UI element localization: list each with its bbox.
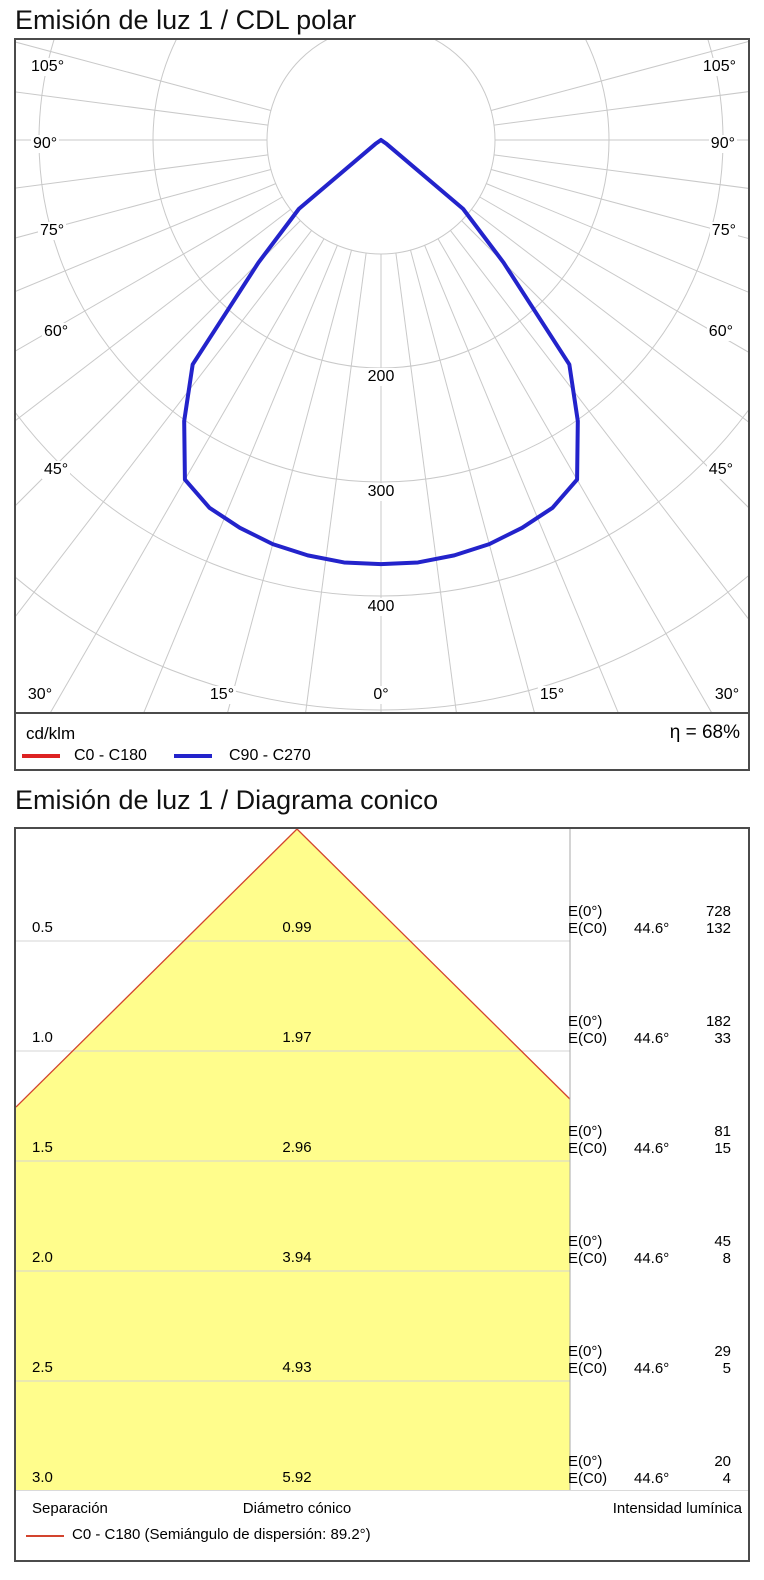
legend-label-c0-c180: C0 - C180 bbox=[74, 747, 147, 764]
ec0-label-2: E(C0) bbox=[568, 1140, 608, 1157]
photometric-report-page: { "page": { "polar_title": "Emisión de l… bbox=[0, 5, 764, 1580]
polar-angle-label-left-105°: 105° bbox=[29, 58, 67, 76]
cone-diameter-value-3: 3.94 bbox=[282, 1249, 312, 1266]
ec0-angle-3: 44.6° bbox=[634, 1250, 670, 1267]
polar-ring-label-300: 300 bbox=[364, 483, 398, 501]
polar-plot-area: 200 300 400 105° 105° 90° 90° 75° 75° 60° 60° 45° 45… bbox=[16, 40, 748, 714]
polar-chart: 200 300 400 105° 105° 90° 90° 75° 75° 60° 60° 45° 45… bbox=[14, 38, 750, 771]
e0-value-1: 182 bbox=[705, 1013, 731, 1030]
ec0-angle-5: 44.6° bbox=[634, 1470, 670, 1487]
polar-grid-and-curves bbox=[16, 40, 748, 712]
polar-angle-label-bottom-4: 30° bbox=[712, 686, 742, 704]
legend-line-c0-c180 bbox=[22, 754, 60, 758]
polar-efficiency-label: η = 68% bbox=[669, 722, 740, 743]
polar-angle-label-left-75°: 75° bbox=[38, 222, 67, 240]
polar-angle-label-right-105°: 105° bbox=[700, 58, 738, 76]
cone-diameter-value-5: 5.92 bbox=[282, 1469, 312, 1486]
ec0-label-3: E(C0) bbox=[568, 1250, 608, 1267]
cone-legend-line bbox=[26, 1535, 64, 1537]
ec0-label-5: E(C0) bbox=[568, 1470, 608, 1487]
e0-value-5: 20 bbox=[714, 1453, 731, 1470]
ec0-angle-0: 44.6° bbox=[634, 920, 670, 937]
cone-diameter-value-1: 1.97 bbox=[282, 1029, 312, 1046]
polar-chart-title: Emisión de luz 1 / CDL polar bbox=[15, 5, 357, 35]
cone-chart-title: Emisión de luz 1 / Diagrama conico bbox=[15, 785, 439, 815]
ec0-angle-1: 44.6° bbox=[634, 1030, 670, 1047]
ec0-label-0: E(C0) bbox=[568, 920, 608, 937]
separation-value-4: 2.5 bbox=[32, 1359, 53, 1376]
ec0-value-0: 132 bbox=[705, 920, 731, 937]
legend-label-c90-c270: C90 - C270 bbox=[229, 747, 311, 764]
separation-value-0: 0.5 bbox=[32, 919, 53, 936]
e0-label-0: E(0°) bbox=[568, 903, 603, 920]
polar-angle-label-bottom-2: 0° bbox=[371, 686, 391, 704]
ec0-label-1: E(C0) bbox=[568, 1030, 608, 1047]
footer-column-luminous-intensity: Intensidad lumínica bbox=[612, 1500, 742, 1517]
e0-label-2: E(0°) bbox=[568, 1123, 603, 1140]
cone-chart: 0.5 0.99 E(0°) 728 E(C0) 44.6° 132 1.0 1.97 E(0°)… bbox=[14, 827, 750, 1562]
ec0-label-4: E(C0) bbox=[568, 1360, 608, 1377]
polar-legend: cd/klm η = 68% C0 - C180 C90 - C270 bbox=[16, 714, 748, 769]
cone-footer: Separación Diámetro cónico Intensidad lu… bbox=[16, 1491, 748, 1560]
cone-legend-label: C0 - C180 (Semiángulo de dispersión: 89.… bbox=[72, 1526, 371, 1543]
e0-label-1: E(0°) bbox=[568, 1013, 603, 1030]
polar-ring-label-400: 400 bbox=[364, 598, 398, 616]
ec0-value-5: 4 bbox=[722, 1470, 731, 1487]
polar-angle-label-right-60°: 60° bbox=[706, 323, 735, 341]
cone-diagram-drawing bbox=[16, 829, 748, 1491]
footer-column-cone-diameter: Diámetro cónico bbox=[242, 1500, 352, 1517]
cone-diameter-value-0: 0.99 bbox=[282, 919, 312, 936]
polar-angle-label-bottom-1: 15° bbox=[207, 686, 237, 704]
polar-unit-label: cd/klm bbox=[26, 724, 76, 743]
cone-diameter-value-4: 4.93 bbox=[282, 1359, 312, 1376]
ec0-angle-4: 44.6° bbox=[634, 1360, 670, 1377]
polar-angle-label-bottom-3: 15° bbox=[537, 686, 567, 704]
ec0-value-1: 33 bbox=[714, 1030, 731, 1047]
separation-value-3: 2.0 bbox=[32, 1249, 53, 1266]
polar-ring-label-200: 200 bbox=[364, 368, 398, 386]
cone-plot-area: 0.5 0.99 E(0°) 728 E(C0) 44.6° 132 1.0 1.97 E(0°)… bbox=[16, 829, 748, 1491]
ec0-value-2: 15 bbox=[714, 1140, 731, 1157]
ec0-value-4: 5 bbox=[722, 1360, 731, 1377]
e0-label-4: E(0°) bbox=[568, 1343, 603, 1360]
separation-value-1: 1.0 bbox=[32, 1029, 53, 1046]
ec0-angle-2: 44.6° bbox=[634, 1140, 670, 1157]
e0-value-3: 45 bbox=[714, 1233, 731, 1250]
ec0-value-3: 8 bbox=[722, 1250, 731, 1267]
e0-value-2: 81 bbox=[714, 1123, 731, 1140]
legend-line-c90-c270 bbox=[174, 754, 212, 758]
footer-column-separation: Separación bbox=[32, 1500, 108, 1517]
polar-angle-label-left-45°: 45° bbox=[42, 461, 71, 479]
e0-label-3: E(0°) bbox=[568, 1233, 603, 1250]
e0-value-0: 728 bbox=[705, 903, 731, 920]
separation-value-2: 1.5 bbox=[32, 1139, 53, 1156]
polar-angle-label-bottom-0: 30° bbox=[25, 686, 55, 704]
polar-angle-label-right-45°: 45° bbox=[706, 461, 735, 479]
polar-angle-label-right-90°: 90° bbox=[708, 135, 737, 153]
e0-value-4: 29 bbox=[714, 1343, 731, 1360]
polar-angle-label-right-75°: 75° bbox=[709, 222, 738, 240]
polar-angle-label-left-90°: 90° bbox=[31, 135, 60, 153]
cone-diameter-value-2: 2.96 bbox=[282, 1139, 312, 1156]
e0-label-5: E(0°) bbox=[568, 1453, 603, 1470]
separation-value-5: 3.0 bbox=[32, 1469, 53, 1486]
polar-angle-label-left-60°: 60° bbox=[42, 323, 71, 341]
